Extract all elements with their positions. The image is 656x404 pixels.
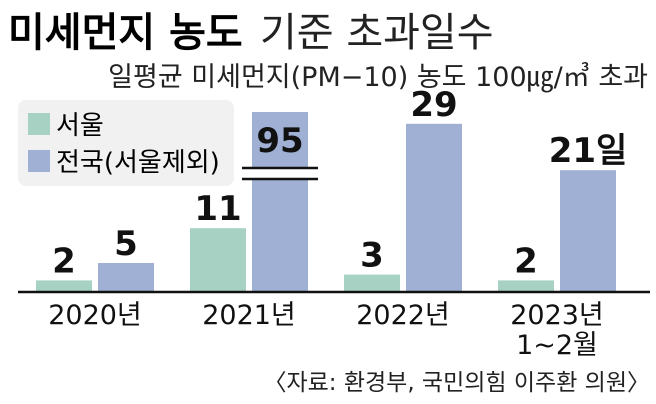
x-tick-label-0: 2020년 xyxy=(48,300,142,331)
x-tick-label-3: 2023년 1~2월 xyxy=(510,300,604,361)
bar-seoul-2 xyxy=(344,274,400,292)
value-label-national-1: 95 xyxy=(256,121,303,161)
bar-national-3 xyxy=(560,170,616,292)
chart-title-bold: 미세먼지 농도 xyxy=(8,10,243,56)
value-label-seoul-0: 2 xyxy=(52,241,76,281)
x-tick-label-1: 2021년 xyxy=(202,300,296,331)
value-label-national-0: 5 xyxy=(114,224,138,264)
bar-national-1 xyxy=(252,112,308,292)
legend-swatch-national xyxy=(28,150,50,172)
x-tick-label-2: 2022년 xyxy=(356,300,450,331)
chart-title-light: 기준 초과일수 xyxy=(260,10,494,56)
legend: 서울 전국(서울제외) xyxy=(18,100,234,186)
source-note: 〈자료: 환경부, 국민의힘 이주환 의원〉 xyxy=(263,370,650,396)
legend-swatch-seoul xyxy=(28,113,50,135)
value-label-seoul-1: 11 xyxy=(194,189,241,229)
value-label-national-2: 29 xyxy=(410,85,457,125)
legend-background xyxy=(18,100,234,186)
bar-seoul-0 xyxy=(36,280,92,292)
legend-label-seoul: 서울 xyxy=(56,111,104,141)
value-label-national-3: 21일 xyxy=(549,131,628,171)
x-axis-labels: 2020년 2021년 2022년 2023년 1~2월 xyxy=(48,300,604,361)
axis-break-mark xyxy=(242,166,318,181)
bars-group xyxy=(36,112,616,292)
bar-seoul-3 xyxy=(498,280,554,292)
bar-national-0 xyxy=(98,263,154,292)
value-label-seoul-3: 2 xyxy=(514,241,538,281)
chart-header: 미세먼지 농도 기준 초과일수 일평균 미세먼지(PM−10) 농도 100㎍/… xyxy=(8,10,648,93)
value-label-seoul-2: 3 xyxy=(360,236,384,276)
chart-subtitle: 일평균 미세먼지(PM−10) 농도 100㎍/㎥ 초과 xyxy=(108,62,648,93)
legend-label-national: 전국(서울제외) xyxy=(56,148,220,178)
bar-national-2 xyxy=(406,123,462,292)
axis-break-gap xyxy=(246,169,314,178)
bar-seoul-1 xyxy=(190,228,246,292)
